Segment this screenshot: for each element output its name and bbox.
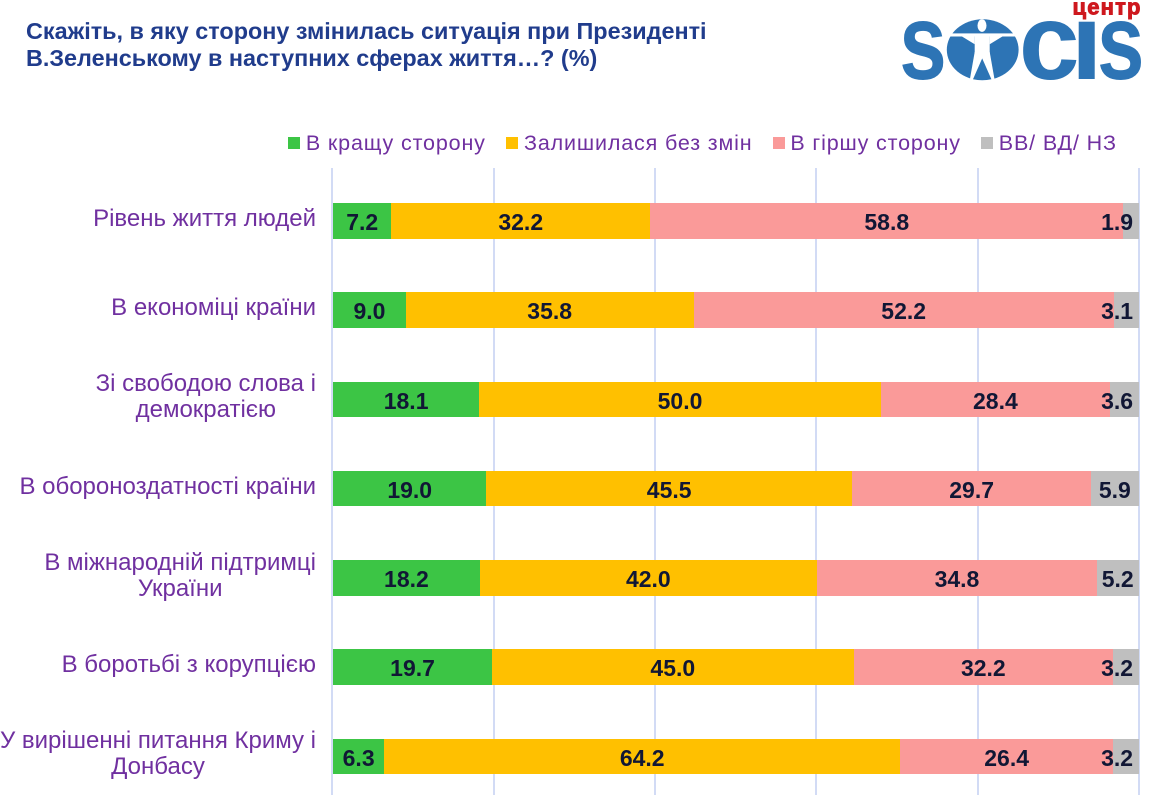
svg-text:c: c bbox=[1019, 0, 1080, 95]
svg-text:центр: центр bbox=[1073, 0, 1141, 19]
svg-text:s: s bbox=[1097, 0, 1145, 95]
svg-text:s: s bbox=[899, 0, 947, 95]
